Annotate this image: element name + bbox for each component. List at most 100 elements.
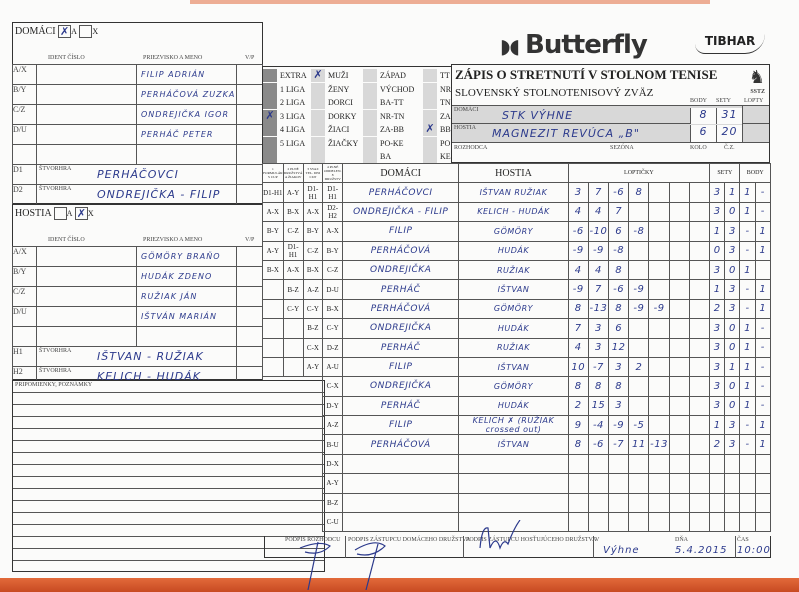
category-option[interactable]: BA-TT — [363, 96, 404, 109]
category-option[interactable]: ZA — [423, 109, 451, 123]
category-checkbox[interactable] — [311, 82, 325, 96]
set-score-cell — [608, 453, 630, 475]
category-checkbox[interactable]: ✗ — [311, 69, 325, 82]
match-time: 10:00 — [737, 545, 771, 556]
category-option[interactable]: PO-KE — [363, 136, 404, 150]
category-checkbox[interactable] — [263, 69, 277, 82]
sets-cell: 0 — [724, 201, 741, 223]
category-option[interactable]: PO — [423, 136, 450, 150]
category-option[interactable]: NR — [423, 82, 452, 96]
set-score-cell — [628, 337, 650, 358]
category-checkbox[interactable] — [311, 123, 325, 136]
player-position: B/Y — [12, 84, 37, 105]
doubles-name: KELICH - HUDÁK — [97, 370, 201, 383]
category-checkbox[interactable] — [363, 69, 377, 82]
match-date: 5.4.2015 — [675, 545, 728, 556]
category-option[interactable] — [263, 150, 280, 163]
home-player-cell: ONDREJIČKA — [342, 318, 460, 339]
category-checkbox[interactable] — [423, 136, 437, 150]
set-score-cell — [668, 395, 690, 417]
category-label: NR — [440, 84, 452, 94]
category-option[interactable]: DORCI — [311, 96, 353, 109]
category-option[interactable]: ŽIACI — [311, 123, 349, 136]
home-points: 8 — [690, 108, 716, 125]
referee-signature-label: PODPIS ROZHODCU — [285, 537, 341, 543]
guest-x-checkbox[interactable]: ✗ — [74, 207, 88, 220]
category-option[interactable]: ✗ 3 LIGA — [263, 109, 305, 123]
category-option[interactable]: ZÁPAD — [363, 69, 406, 82]
category-label: ZA-BB — [380, 125, 404, 134]
vp-cell — [236, 104, 263, 125]
category-option[interactable]: VÝCHOD — [363, 82, 415, 96]
set-score-cell — [628, 395, 650, 417]
category-checkbox[interactable] — [263, 82, 277, 96]
category-option[interactable]: ✗ MUŽI — [311, 69, 348, 82]
order-cell: B-Y — [262, 221, 284, 242]
ident-header: IDENT ČÍSLO — [48, 55, 85, 61]
category-checkbox[interactable] — [363, 96, 377, 109]
sets-cell: 1 — [709, 279, 726, 300]
set-score-cell — [668, 182, 690, 203]
category-label: 5 LIGA — [280, 138, 306, 148]
category-checkbox[interactable] — [263, 123, 277, 136]
home-x-checkbox[interactable] — [79, 25, 93, 38]
order-cell: B-U — [322, 434, 344, 455]
match-row: A-Y D1-H1 C-Z B-Y PERHÁČOVÁ HUDÁK -9 -9 -8 0 3-1 — [262, 240, 772, 261]
guest-player-cell: KELICH ✗ (RUŽIAK crossed out) — [458, 415, 569, 436]
order-cell — [283, 416, 303, 435]
category-checkbox[interactable] — [263, 150, 277, 163]
category-option[interactable]: NR-TN — [363, 109, 404, 123]
category-option[interactable]: 5 LIGA — [263, 136, 306, 150]
order-cell: C-Z — [322, 259, 344, 281]
category-checkbox[interactable] — [263, 96, 277, 109]
category-option[interactable]: ZA-BB — [363, 123, 404, 136]
category-option[interactable]: ŽENY — [311, 82, 349, 96]
category-option[interactable]: TT — [423, 69, 450, 82]
category-checkbox[interactable] — [311, 109, 325, 123]
category-checkbox[interactable]: ✗ — [263, 109, 277, 123]
category-option[interactable]: ŽIAČKY — [311, 136, 358, 150]
set-score-cell — [668, 201, 690, 223]
set-score-cell — [648, 376, 670, 397]
category-checkbox[interactable] — [311, 96, 325, 109]
category-option[interactable] — [311, 150, 328, 163]
category-checkbox[interactable] — [423, 96, 437, 109]
guest-signature — [479, 520, 521, 550]
category-option[interactable]: 2 LIGA — [263, 96, 305, 109]
category-checkbox[interactable] — [423, 150, 437, 163]
category-checkbox[interactable] — [363, 82, 377, 96]
category-option[interactable]: EXTRA — [263, 69, 307, 82]
category-checkbox[interactable] — [311, 150, 325, 163]
sets-cell: 3 — [724, 415, 741, 436]
category-option[interactable]: TN — [423, 96, 451, 109]
category-label: VÝCHOD — [380, 84, 415, 94]
category-checkbox[interactable]: ✗ — [423, 123, 437, 136]
sets-cell: 3 — [724, 434, 741, 455]
category-checkbox[interactable] — [311, 136, 325, 150]
category-option[interactable]: 4 LIGA — [263, 123, 305, 136]
category-checkbox[interactable] — [363, 123, 377, 136]
category-option[interactable]: KE — [423, 150, 451, 163]
category-option[interactable]: ✗ BB — [423, 123, 451, 136]
ident-cell — [36, 306, 137, 327]
sets-cell: 3 — [709, 259, 726, 281]
sets-column-header: SETY — [709, 162, 741, 184]
category-option[interactable]: 1 LIGA — [263, 82, 305, 96]
set-score-cell — [688, 473, 711, 494]
sets-cell: 0 — [724, 337, 741, 358]
category-option[interactable]: BA — [363, 150, 391, 163]
category-checkbox[interactable] — [363, 150, 377, 163]
category-checkbox[interactable] — [423, 109, 437, 123]
category-checkbox[interactable] — [423, 69, 437, 82]
category-option[interactable]: DORKY — [311, 109, 357, 123]
category-checkbox[interactable] — [423, 82, 437, 96]
guest-a-checkbox[interactable] — [53, 207, 67, 220]
category-checkbox[interactable] — [363, 109, 377, 123]
category-label: ŽIACI — [328, 125, 350, 134]
home-a-checkbox[interactable]: ✗ — [58, 25, 72, 38]
category-label: DORKY — [328, 111, 357, 121]
set-score-cell — [688, 434, 711, 455]
category-checkbox[interactable] — [363, 136, 377, 150]
category-checkbox[interactable] — [263, 136, 277, 150]
player-name — [136, 144, 237, 165]
